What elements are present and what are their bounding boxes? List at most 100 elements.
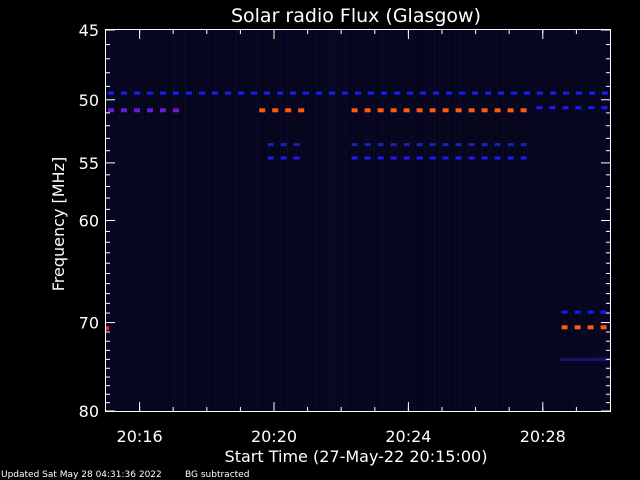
feature-segment [468,143,475,147]
feature-segment [561,325,568,330]
feature-segment [121,108,127,113]
feature-segment [600,325,607,330]
feature-segment [293,143,300,147]
feature-segment [147,108,153,113]
feature-segment [481,156,488,160]
background-stripe [328,30,330,411]
background-stripe [391,30,393,411]
feature-segment [160,91,166,95]
background-stripe [187,30,189,411]
background-stripe [397,30,399,411]
feature-segment [173,91,179,95]
background-stripe [331,30,333,411]
background-stripe [517,30,519,411]
background-stripe [586,30,588,411]
feature-segment [285,108,292,113]
background-stripe [394,30,396,411]
background-stripe [589,30,591,411]
feature-segment [587,325,594,330]
feature-segment [272,108,279,113]
feature-segment [511,91,517,95]
feature-segment [494,156,501,160]
feature-segment [342,91,348,95]
background-stripe [373,30,375,411]
x-axis-label: Start Time (27-May-22 20:15:00) [225,447,488,466]
background-stripe [466,30,468,411]
feature-segment [108,91,114,95]
feature-segment [259,108,266,113]
background-stripe [319,30,321,411]
feature-segment [368,91,374,95]
background-stripe [298,30,300,411]
background-stripe [172,30,174,411]
background-stripe [256,30,258,411]
background-stripe [223,30,225,411]
background-stripe [151,30,153,411]
background-stripe [271,30,273,411]
background-stripe [367,30,369,411]
background-stripe [370,30,372,411]
feature-segment [264,91,270,95]
background-stripe [478,30,480,411]
background-stripe [265,30,267,411]
background-stripe [565,30,567,411]
feature-segment [186,91,192,95]
background-stripe [436,30,438,411]
feature-segment [481,143,488,147]
feature-segment [280,143,287,147]
background-stripe [115,30,117,411]
feature-segment [134,108,140,113]
feature-segment [290,91,296,95]
background-stripe [532,30,534,411]
background-stripe [217,30,219,411]
background-stripe [481,30,483,411]
feature-segment [433,91,439,95]
background-stripe [250,30,252,411]
feature-segment [549,106,556,110]
background-stripe [433,30,435,411]
feature-segment [377,143,384,147]
background-stripe [214,30,216,411]
background-stripe [283,30,285,411]
background-stripe [409,30,411,411]
feature-segment [507,156,514,160]
background-stripe [496,30,498,411]
feature-segment [507,143,514,147]
background-stripe [142,30,144,411]
background-stripe [424,30,426,411]
x-tick-label: 20:24 [385,427,431,446]
background-stripe [325,30,327,411]
background-stripe [208,30,210,411]
background-stripe [199,30,201,411]
background-stripe [157,30,159,411]
background-stripe [196,30,198,411]
background-stripe [277,30,279,411]
background-stripe [262,30,264,411]
background-stripe [499,30,501,411]
feature-segment [468,156,475,160]
feature-segment [351,108,358,113]
background-stripe [553,30,555,411]
feature-segment [225,91,231,95]
feature-segment [561,310,568,314]
feature-segment [173,108,179,113]
background-stripe [508,30,510,411]
background-stripe [145,30,147,411]
feature-segment [520,156,527,160]
feature-segment [416,143,423,147]
background-stripe [193,30,195,411]
feature-segment [574,310,581,314]
background-stripe [511,30,513,411]
background-stripe [190,30,192,411]
background-stripe [337,30,339,411]
background-stripe [457,30,459,411]
spectral-features [106,91,610,361]
background-stripe [205,30,207,411]
background-stripe [361,30,363,411]
feature-segment [520,143,527,147]
feature-segment [377,156,384,160]
y-tick-label: 80 [79,402,99,421]
feature-segment [601,106,608,110]
background-stripe [289,30,291,411]
background-stripe [229,30,231,411]
